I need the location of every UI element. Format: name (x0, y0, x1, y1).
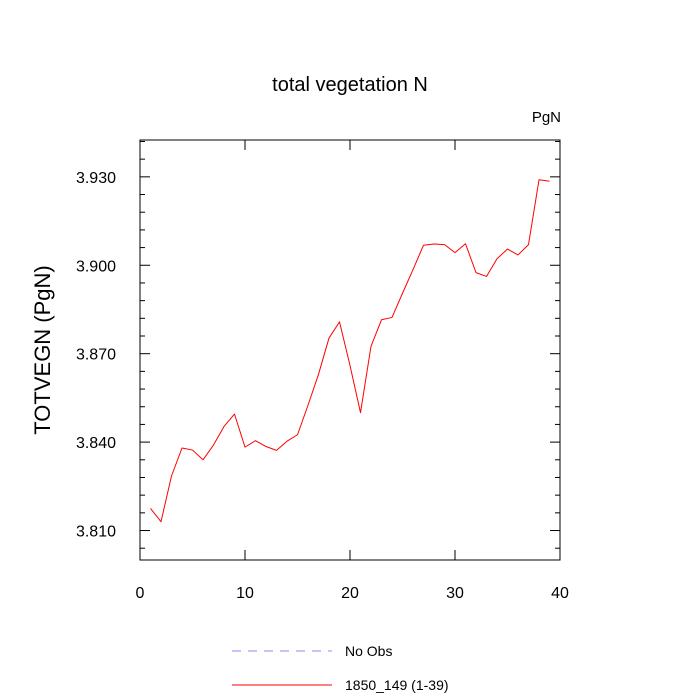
x-tick-label: 20 (341, 585, 359, 602)
y-tick-label: 3.900 (76, 258, 116, 275)
x-tick-label: 40 (551, 585, 569, 602)
x-tick-label: 30 (446, 585, 464, 602)
plot-frame (139, 139, 561, 561)
y-tick-label: 3.930 (76, 170, 116, 187)
units-label: PgN (532, 109, 561, 126)
series-layer (150, 179, 550, 523)
y-tick-label: 3.810 (76, 524, 116, 541)
y-tick-label: 3.840 (76, 435, 116, 452)
chart-title: total vegetation N (272, 74, 428, 96)
axes-ticks: 0 10 20 30 40 3.810 3.840 3.870 3.900 3.930 (76, 140, 569, 602)
series-line (150, 179, 550, 523)
y-tick-label: 3.870 (76, 347, 116, 364)
legend-label: No Obs (345, 643, 392, 659)
y-axis-label: TOTVEGN (PgN) (30, 265, 55, 435)
legend-label: 1850_149 (1-39) (345, 677, 449, 693)
x-tick-label: 0 (136, 585, 145, 602)
legend: No Obs 1850_149 (1-39) (232, 643, 449, 693)
x-tick-label: 10 (236, 585, 254, 602)
